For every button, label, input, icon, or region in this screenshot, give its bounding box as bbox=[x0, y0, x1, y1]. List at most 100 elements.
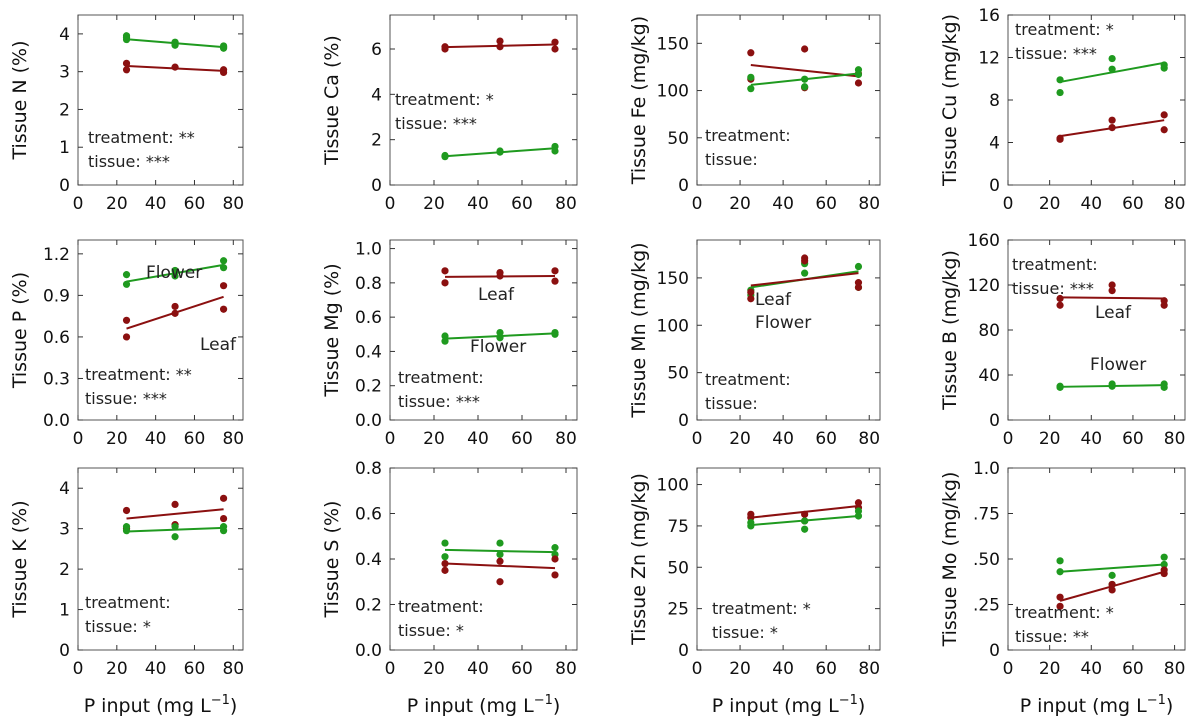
significance-annotation: treatment: bbox=[705, 370, 791, 389]
flower-data-point bbox=[1056, 568, 1064, 576]
y-tick-label: 8 bbox=[989, 91, 1000, 111]
significance-annotation: treatment: bbox=[398, 368, 484, 387]
x-tick-label: 60 bbox=[1122, 429, 1144, 449]
y-tick-label: 0.2 bbox=[355, 377, 382, 397]
x-axis-label-end: ) bbox=[230, 695, 237, 717]
flower-data-point bbox=[171, 266, 179, 275]
plot-frame bbox=[77, 467, 244, 651]
flower-data-point bbox=[551, 544, 559, 552]
leaf-data-point bbox=[801, 45, 809, 53]
x-tick-label: 0 bbox=[692, 659, 703, 679]
x-tick-label: 60 bbox=[815, 659, 837, 679]
x-tick-label: 20 bbox=[106, 194, 128, 214]
y-tick-label: 120 bbox=[968, 276, 1000, 296]
significance-annotation: treatment: bbox=[85, 593, 171, 612]
significance-annotation: tissue: bbox=[705, 150, 758, 169]
x-tick-label: 20 bbox=[729, 194, 751, 214]
y-axis-label: Tissue Zn (mg/kg) bbox=[628, 473, 650, 646]
x-tick-label: 20 bbox=[729, 659, 751, 679]
y-axis-label: Tissue N (%) bbox=[9, 40, 31, 160]
x-tick-label: 40 bbox=[772, 659, 794, 679]
x-tick-label: 40 bbox=[1080, 659, 1102, 679]
flower-fit-line bbox=[1059, 563, 1165, 573]
significance-annotation: tissue: *** bbox=[85, 389, 167, 408]
x-axis-label-text: P input (mg L bbox=[84, 695, 211, 717]
significance-annotation: treatment: * bbox=[395, 90, 494, 109]
flower-data-point bbox=[854, 512, 863, 520]
flower-data-point bbox=[551, 142, 559, 151]
flower-data-point bbox=[219, 257, 228, 265]
leaf-data-point bbox=[854, 279, 863, 287]
leaf-data-point bbox=[551, 277, 559, 285]
x-tick-label: 40 bbox=[772, 194, 794, 214]
x-axis-label: P input (mg L−1) bbox=[84, 693, 238, 717]
leaf-data-point bbox=[551, 267, 559, 275]
leaf-data-point bbox=[747, 288, 755, 296]
flower-data-point bbox=[171, 533, 179, 541]
series-label-flower: Flower bbox=[470, 337, 526, 357]
flower-data-point bbox=[747, 519, 755, 527]
leaf-data-point bbox=[441, 566, 449, 574]
leaf-data-point bbox=[551, 571, 559, 579]
y-axis-label: Tissue B (mg/kg) bbox=[939, 250, 961, 411]
flower-data-point bbox=[122, 271, 131, 279]
x-axis-label-superscript: −1 bbox=[1147, 693, 1166, 708]
x-tick-label: 20 bbox=[106, 429, 128, 449]
plot-frame bbox=[696, 467, 881, 651]
flower-data-point bbox=[496, 328, 504, 337]
leaf-data-point bbox=[1056, 602, 1064, 610]
y-tick-label: 2 bbox=[59, 560, 70, 580]
x-tick-label: 60 bbox=[511, 429, 533, 449]
x-tick-label: 0 bbox=[1003, 659, 1014, 679]
y-tick-label: 2 bbox=[59, 100, 70, 120]
flower-data-point bbox=[122, 32, 131, 40]
y-axis-label: Tissue Ca (%) bbox=[321, 35, 343, 166]
x-tick-label: 0 bbox=[73, 659, 84, 679]
leaf-data-point bbox=[219, 305, 228, 313]
significance-annotation: tissue: * bbox=[712, 623, 778, 642]
y-tick-label: 160 bbox=[968, 231, 1000, 251]
series-label-leaf: Leaf bbox=[755, 290, 792, 310]
significance-annotation: treatment: * bbox=[712, 599, 811, 618]
leaf-data-point bbox=[1160, 126, 1168, 134]
leaf-data-point bbox=[122, 59, 131, 67]
leaf-data-point bbox=[1160, 111, 1168, 119]
y-tick-label: 0.0 bbox=[43, 411, 70, 431]
y-tick-label: 0 bbox=[678, 411, 689, 431]
leaf-data-point bbox=[1108, 116, 1116, 124]
y-tick-label: 0.0 bbox=[355, 411, 382, 431]
y-tick-label: .25 bbox=[973, 596, 1000, 616]
plot-frame bbox=[389, 14, 578, 186]
significance-annotation: treatment: bbox=[1012, 255, 1098, 274]
series-label-flower: Flower bbox=[755, 313, 811, 333]
leaf-data-point bbox=[1108, 580, 1116, 589]
x-axis-label: P input (mg L−1) bbox=[407, 693, 561, 717]
y-tick-label: 100 bbox=[657, 316, 689, 336]
flower-data-point bbox=[801, 75, 809, 83]
x-tick-label: 0 bbox=[385, 194, 396, 214]
x-tick-label: 20 bbox=[1039, 659, 1061, 679]
y-tick-label: 3 bbox=[59, 520, 70, 540]
flower-data-point bbox=[747, 73, 755, 81]
y-tick-label: 0.4 bbox=[355, 342, 382, 362]
y-tick-label: 25 bbox=[667, 600, 689, 620]
leaf-data-point bbox=[496, 43, 504, 51]
leaf-data-point bbox=[551, 38, 559, 46]
flower-data-point bbox=[1160, 380, 1168, 388]
leaf-data-point bbox=[801, 510, 809, 518]
plot-frame bbox=[1007, 14, 1186, 186]
leaf-data-point bbox=[219, 282, 228, 290]
y-tick-label: 0.2 bbox=[355, 596, 382, 616]
x-tick-label: 20 bbox=[1039, 194, 1061, 214]
y-tick-label: 100 bbox=[657, 476, 689, 496]
leaf-data-point bbox=[801, 254, 809, 262]
y-tick-label: 16 bbox=[978, 6, 1000, 26]
significance-annotation: treatment: bbox=[398, 597, 484, 616]
leaf-data-point bbox=[1108, 124, 1116, 132]
leaf-data-point bbox=[441, 267, 449, 275]
leaf-data-point bbox=[1160, 297, 1168, 305]
leaf-data-point bbox=[551, 45, 559, 53]
leaf-fit-line bbox=[126, 508, 224, 520]
x-tick-label: 80 bbox=[222, 194, 244, 214]
